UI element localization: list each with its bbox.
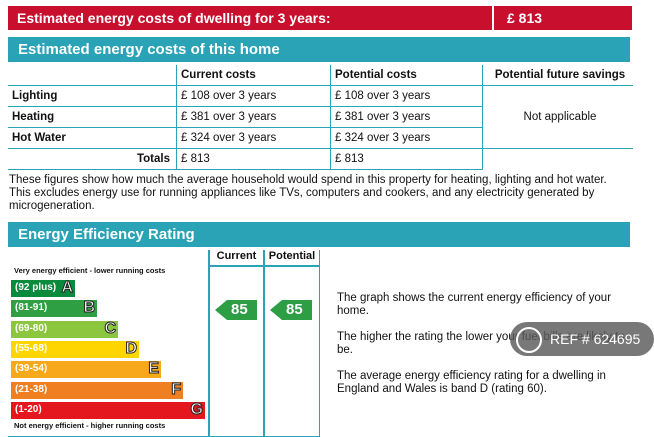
rating-band-g: (1-20) G xyxy=(11,400,205,419)
row-label: Hot Water xyxy=(8,127,177,149)
band-range: (55-68) xyxy=(15,342,48,354)
arrow-tip xyxy=(270,300,282,320)
efficient-note: Very energy efficient - lower running co… xyxy=(14,266,166,275)
row-current: £ 324 over 3 years xyxy=(176,127,331,149)
band-range: (69-80) xyxy=(15,322,48,334)
rating-band-a: (92 plus) A xyxy=(11,279,75,297)
rating-band-e: (39-54) E xyxy=(11,360,161,379)
totals-potential: £ 813 xyxy=(330,148,483,170)
band-letter: B xyxy=(83,299,96,317)
rating-band-b: (81-91) B xyxy=(11,299,97,318)
costs-description: These figures show how much the average … xyxy=(9,174,607,212)
header-potential: Potential costs xyxy=(330,65,483,86)
potential-rating-value: 85 xyxy=(286,301,303,318)
rating-section-header: Energy Efficiency Rating xyxy=(8,222,630,247)
current-column-header: Current xyxy=(216,250,257,262)
band-letter: D xyxy=(125,339,138,357)
totals-label: Totals xyxy=(8,148,177,170)
band-range: (81-91) xyxy=(15,302,48,314)
band-letter: F xyxy=(171,380,182,398)
band-range: (39-54) xyxy=(15,363,48,375)
band-range: (21-38) xyxy=(15,383,48,395)
row-current: £ 381 over 3 years xyxy=(176,106,331,128)
reference-text: REF # 624695 xyxy=(550,331,641,347)
divider xyxy=(492,6,494,30)
header-savings: Potential future savings xyxy=(482,65,633,86)
table-row: Hot Water £ 324 over 3 years £ 324 over … xyxy=(8,127,633,149)
header-current: Current costs xyxy=(176,65,331,86)
totals-blank xyxy=(482,148,633,170)
rating-info-3: The average energy efficiency rating for… xyxy=(337,370,606,395)
reference-watermark: REF # 624695 xyxy=(510,322,654,356)
potential-rating-arrow: 85 xyxy=(270,300,312,320)
row-potential: £ 108 over 3 years xyxy=(330,85,483,107)
row-potential: £ 324 over 3 years xyxy=(330,127,483,149)
band-range: (1-20) xyxy=(15,403,42,415)
savings-cell: Not applicable xyxy=(482,85,633,149)
table-row: Lighting £ 108 over 3 years £ 108 over 3… xyxy=(8,85,633,149)
header-underline xyxy=(208,265,319,267)
inefficient-note: Not energy efficient - higher running co… xyxy=(14,421,166,430)
rating-band-f: (21-38) F xyxy=(11,380,183,399)
row-potential: £ 381 over 3 years xyxy=(330,106,483,128)
total-cost-value: £ 813 xyxy=(507,10,543,26)
current-rating-arrow: 85 xyxy=(215,300,257,320)
band-range: (92 plus) xyxy=(15,282,57,293)
column-divider xyxy=(263,250,265,436)
costs-header-row: Current costs Potential costs Potential … xyxy=(8,65,633,86)
rating-band-d: (55-68) D xyxy=(11,339,139,358)
band-letter: A xyxy=(61,279,74,297)
band-letter: C xyxy=(104,319,117,337)
current-rating-value: 85 xyxy=(231,301,248,318)
total-cost-label: Estimated energy costs of dwelling for 3… xyxy=(17,10,331,26)
row-current: £ 108 over 3 years xyxy=(176,85,331,107)
band-letter: G xyxy=(190,400,203,418)
rating-info-1: The graph shows the current energy effic… xyxy=(337,292,612,317)
column-divider xyxy=(208,250,210,436)
table-row: Heating £ 381 over 3 years £ 381 over 3 … xyxy=(8,106,633,128)
costs-table: Current costs Potential costs Potential … xyxy=(8,65,633,170)
totals-row: Totals £ 813 £ 813 xyxy=(8,148,633,170)
row-label: Lighting xyxy=(8,85,177,107)
arrow-tip xyxy=(215,300,227,320)
band-letter: E xyxy=(148,360,160,378)
potential-column-header: Potential xyxy=(268,250,316,262)
logo-icon xyxy=(516,327,542,353)
rating-section-title: Energy Efficiency Rating xyxy=(18,226,195,243)
total-cost-bar: Estimated energy costs of dwelling for 3… xyxy=(8,6,632,30)
rating-band-c: (69-80) C xyxy=(11,319,118,338)
costs-section-header: Estimated energy costs of this home xyxy=(8,37,630,62)
row-label: Heating xyxy=(8,106,177,128)
costs-section-title: Estimated energy costs of this home xyxy=(18,41,280,58)
header-blank xyxy=(8,65,177,86)
totals-current: £ 813 xyxy=(176,148,331,170)
